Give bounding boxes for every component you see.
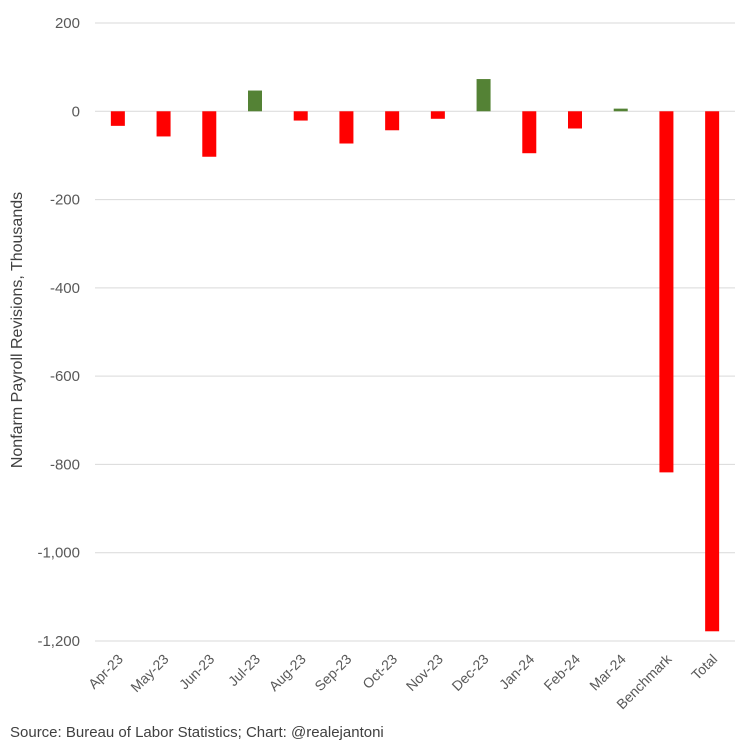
y-tick-label: 0: [72, 103, 80, 120]
x-tick-label: Nov-23: [403, 651, 446, 694]
y-tick-label: -800: [50, 456, 80, 473]
x-axis-ticks: Apr-23 May-23 Jun-23 Jul-23 Aug-23 Sep-23 Oct-…: [85, 650, 720, 712]
y-tick-label: -600: [50, 368, 80, 385]
y-axis-ticks: 200 0 -200 -400 -600 -800 -1,000 -1,200: [37, 15, 80, 650]
bar-mar-24: [613, 108, 628, 112]
source-note: Source: Bureau of Labor Statistics; Char…: [10, 724, 384, 741]
x-tick-label: Oct-23: [359, 651, 400, 692]
x-tick-label: Sep-23: [311, 651, 354, 694]
bar-jan-24: [522, 111, 537, 154]
y-tick-label: -200: [50, 192, 80, 209]
x-tick-label: Total: [688, 651, 720, 683]
bar-benchmark: [659, 111, 674, 473]
bar-jun-23: [202, 111, 217, 157]
y-tick-label: 200: [55, 15, 80, 32]
bar-jul-23: [248, 90, 262, 112]
x-tick-label: Feb-24: [540, 651, 583, 694]
bar-dec-23: [476, 79, 491, 112]
bar-feb-24: [568, 111, 582, 129]
y-axis-label: Nonfarm Payroll Revisions, Thousands: [9, 192, 26, 468]
bar-aug-23: [293, 111, 308, 121]
y-tick-label: -1,200: [37, 633, 80, 650]
bar-oct-23: [385, 111, 400, 131]
x-tick-label: Jun-23: [176, 651, 218, 693]
y-tick-label: -1,000: [37, 545, 80, 562]
x-tick-label: Aug-23: [266, 651, 309, 694]
bar-may-23: [156, 111, 171, 137]
bars: [110, 79, 720, 632]
x-tick-label: Dec-23: [448, 651, 491, 694]
bar-total: [705, 111, 720, 632]
x-tick-label: Mar-24: [586, 651, 629, 694]
y-tick-label: -400: [50, 280, 80, 297]
gridlines: [95, 22, 735, 642]
x-tick-label: Jul-23: [225, 651, 263, 689]
x-tick-label: Apr-23: [85, 651, 126, 692]
x-tick-label: Jan-24: [496, 651, 538, 693]
bar-sep-23: [339, 111, 354, 144]
bar-apr-23: [110, 111, 125, 126]
x-tick-label: May-23: [127, 651, 171, 695]
bar-nov-23: [430, 111, 445, 119]
